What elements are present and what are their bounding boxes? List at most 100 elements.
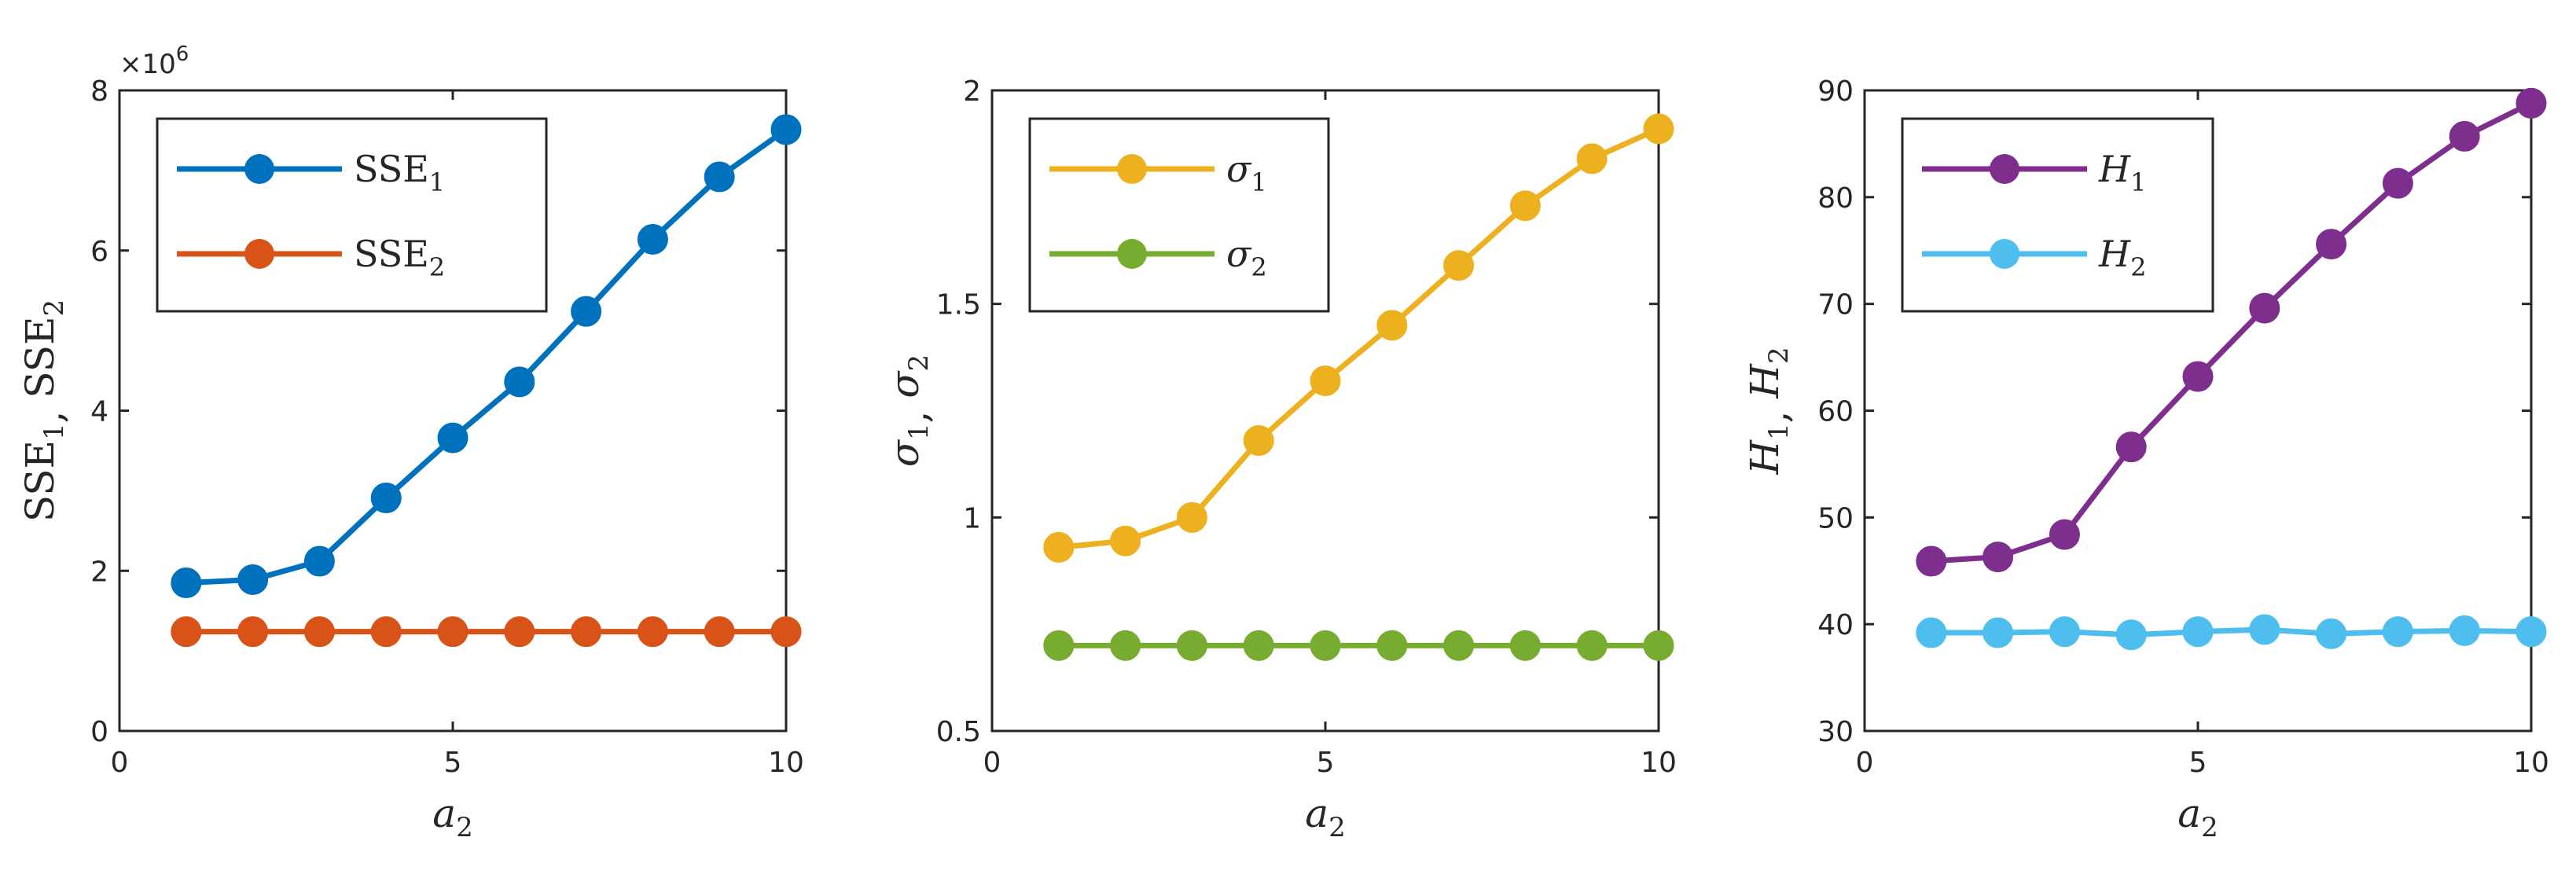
- y-axis-label: H1, H2: [1742, 347, 1797, 475]
- legend-box: [1901, 117, 2214, 313]
- data-point: [637, 223, 668, 255]
- data-point: [1443, 630, 1475, 661]
- data-point: [1643, 113, 1674, 145]
- legend-label: SSE2: [354, 233, 445, 282]
- series-2: [1043, 630, 1674, 661]
- data-point: [1043, 531, 1075, 563]
- data-point: [2115, 619, 2147, 651]
- legend-label-sub: 2: [2130, 252, 2146, 282]
- data-point: [1310, 630, 1341, 661]
- x-axis-label-sub: 2: [1328, 812, 1346, 843]
- data-point: [1916, 545, 1947, 577]
- y-tick-label: 60: [1817, 396, 1854, 428]
- legend-label: σ2: [1226, 233, 1267, 282]
- data-point: [1376, 630, 1408, 661]
- legend-label-main: σ: [1226, 233, 1252, 275]
- data-point: [1509, 190, 1541, 222]
- legend-label: H1: [2098, 148, 2146, 197]
- series-1: [1043, 113, 1674, 563]
- data-point: [1983, 617, 2014, 648]
- y-axis-label-sub: 2: [903, 354, 935, 372]
- x-tick-label: 10: [2513, 747, 2549, 779]
- data-point: [2182, 616, 2214, 648]
- x-tick-label: 5: [1317, 747, 1335, 779]
- series-1: [1916, 87, 2547, 577]
- data-point: [1916, 617, 1947, 648]
- data-point: [1310, 365, 1341, 396]
- data-point: [2049, 519, 2080, 550]
- x-axis-label: a2: [432, 791, 472, 843]
- data-point: [1176, 630, 1207, 661]
- y-tick-label: 1.5: [936, 289, 981, 321]
- data-point: [2449, 120, 2480, 152]
- y-tick-label: 2: [963, 75, 981, 108]
- legend-label-main: H: [2098, 233, 2131, 275]
- data-point: [504, 616, 535, 648]
- legend-label: SSE1: [354, 148, 445, 197]
- y-axis-label-separator: ,: [891, 398, 937, 424]
- x-axis-label: a2: [2177, 791, 2218, 843]
- x-tick-label: 5: [444, 747, 462, 779]
- series-1: [171, 114, 802, 599]
- y-exponent-base: ×10: [119, 49, 176, 80]
- data-point: [504, 366, 535, 398]
- data-point: [1509, 630, 1541, 661]
- legend-label-main: σ: [1226, 148, 1252, 190]
- data-point: [2515, 87, 2547, 119]
- data-point: [2449, 615, 2480, 646]
- y-axis-label: SSE1, SSE2: [17, 299, 72, 522]
- x-axis-label: a2: [1305, 791, 1345, 843]
- y-tick-label: 0.5: [936, 716, 981, 748]
- data-point: [2049, 616, 2080, 648]
- data-point: [2115, 431, 2147, 463]
- data-point: [171, 616, 202, 648]
- legend-box: [156, 117, 548, 313]
- data-point: [303, 545, 335, 577]
- data-point: [1176, 501, 1207, 533]
- y-tick-label: 1: [963, 502, 981, 534]
- x-tick-label: 10: [1641, 747, 1677, 779]
- legend-label-sub: 1: [2130, 167, 2146, 197]
- legend-marker: [1990, 239, 2019, 269]
- y-axis-label-sub: 1: [1763, 423, 1795, 440]
- y-axis-label-main: SSE: [17, 440, 63, 522]
- series-line: [1931, 626, 2532, 638]
- y-exponent-label: ×106: [119, 42, 189, 80]
- y-axis-label-sub: 1: [39, 423, 70, 440]
- data-point: [1443, 250, 1475, 281]
- data-point: [1576, 630, 1608, 661]
- x-tick-label: 5: [2189, 747, 2207, 779]
- y-axis-label-main: SSE: [17, 316, 63, 398]
- y-tick-label: 30: [1817, 716, 1854, 748]
- y-axis-label-sub: 2: [39, 299, 70, 317]
- y-axis-label-main: σ: [882, 370, 928, 398]
- y-axis-label-main: H: [1742, 363, 1788, 399]
- x-axis-label-main: a: [2177, 791, 2201, 836]
- legend-label: σ1: [1226, 148, 1267, 197]
- data-point: [770, 114, 802, 145]
- data-point: [1376, 310, 1408, 341]
- y-axis-label: σ1, σ2: [882, 354, 937, 467]
- legend-label-main: SSE: [354, 233, 429, 275]
- data-point: [1983, 542, 2014, 573]
- legend-marker: [1117, 154, 1147, 184]
- y-axis-label-main: H: [1742, 439, 1788, 476]
- series-2: [171, 616, 802, 648]
- legend: σ1 σ2: [1028, 117, 1330, 313]
- data-point: [2249, 292, 2280, 324]
- series-line: [1058, 126, 1660, 550]
- data-point: [171, 567, 202, 599]
- x-axis-label-main: a: [1305, 791, 1328, 836]
- y-tick-label: 2: [90, 556, 108, 588]
- legend-marker: [1990, 154, 2019, 184]
- data-point: [370, 483, 402, 514]
- legend-box: [1028, 117, 1330, 313]
- y-axis-label-sub: 1: [903, 423, 935, 440]
- y-tick-label: 70: [1817, 289, 1854, 321]
- legend-marker: [244, 154, 274, 184]
- x-tick-label: 0: [1856, 747, 1874, 779]
